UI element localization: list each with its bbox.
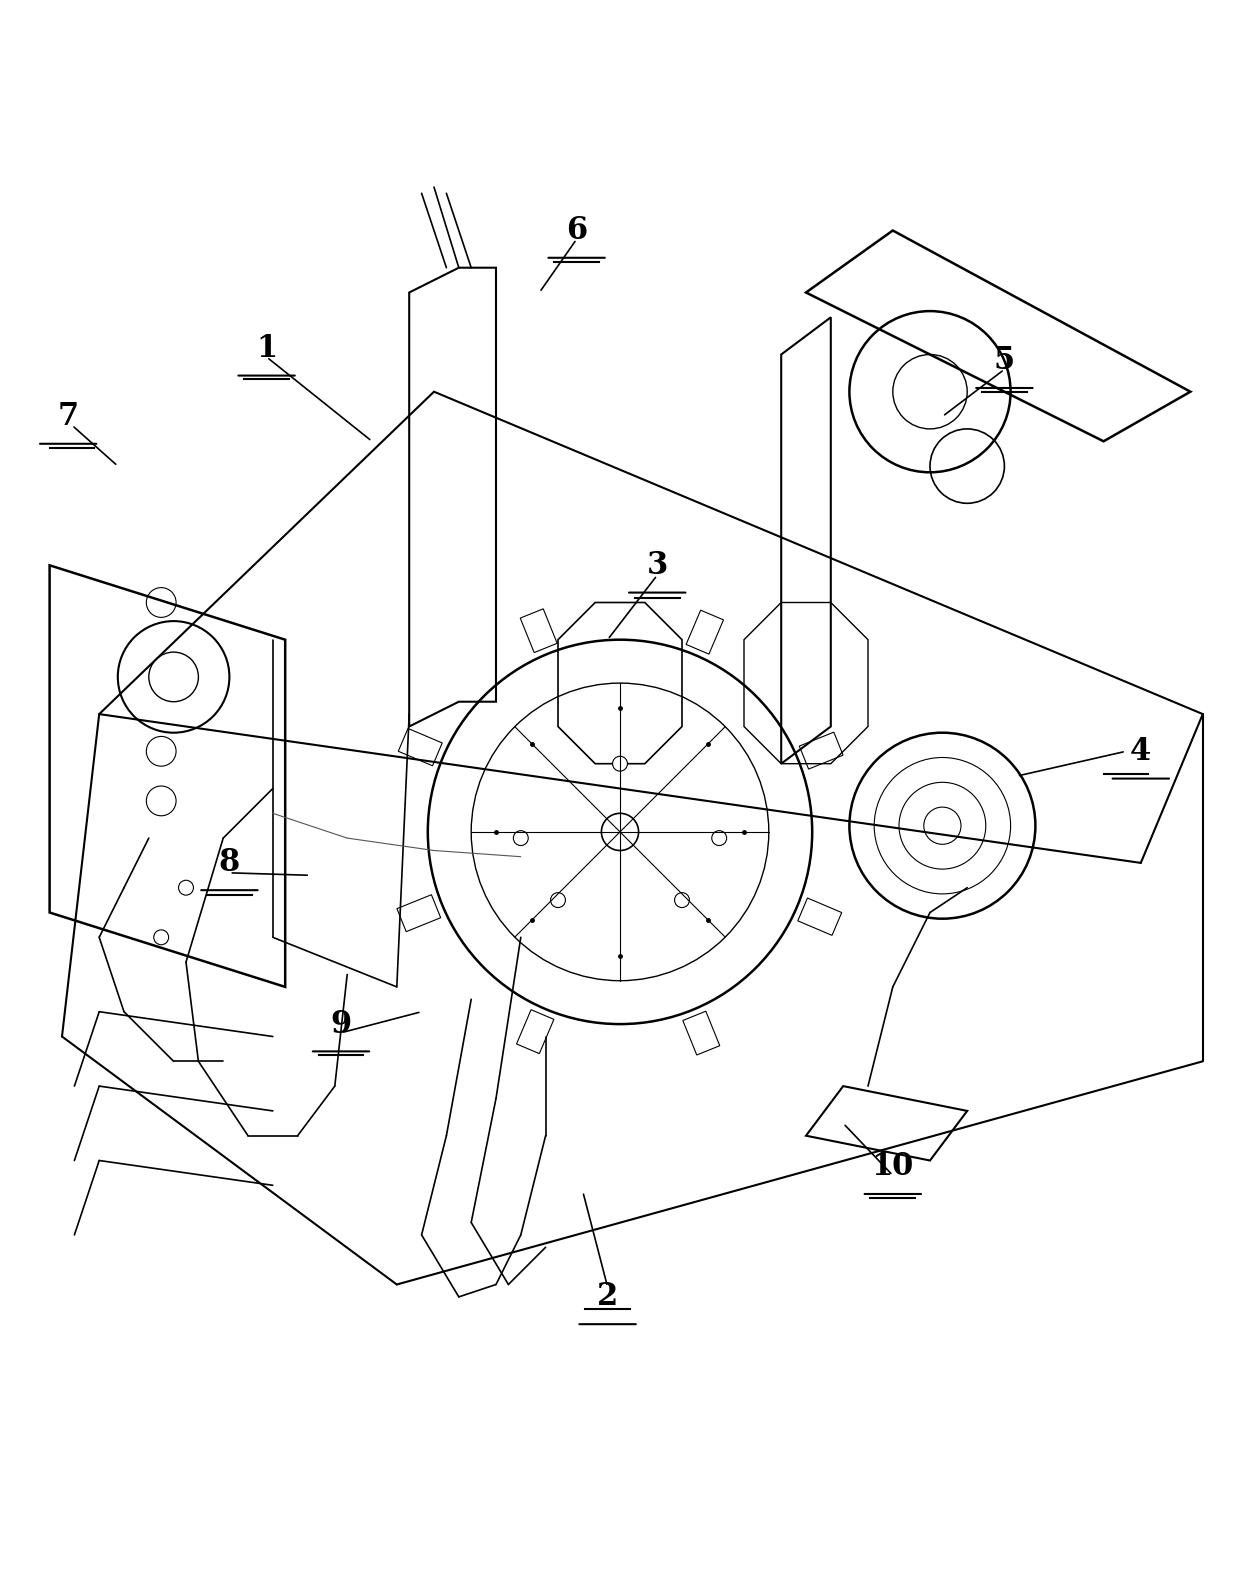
Text: 9: 9	[330, 1009, 352, 1039]
Bar	[398, 729, 443, 766]
Bar	[800, 732, 843, 770]
Circle shape	[551, 893, 565, 907]
Circle shape	[613, 757, 627, 771]
Circle shape	[179, 880, 193, 896]
Circle shape	[675, 893, 689, 907]
Text: 6: 6	[565, 214, 588, 246]
Circle shape	[154, 930, 169, 945]
Bar	[683, 1011, 719, 1055]
Text: 7: 7	[57, 401, 79, 432]
Text: 5: 5	[993, 345, 1016, 377]
Text: 1: 1	[255, 333, 278, 364]
Circle shape	[513, 831, 528, 845]
Circle shape	[712, 831, 727, 845]
Text: 10: 10	[872, 1151, 914, 1183]
Text: 8: 8	[218, 847, 241, 878]
Bar	[517, 1009, 554, 1053]
Bar	[797, 897, 842, 935]
Text: 4: 4	[1130, 736, 1152, 766]
Bar	[521, 609, 557, 653]
Text: 3: 3	[646, 550, 668, 580]
Text: 2: 2	[596, 1282, 619, 1312]
Bar	[397, 894, 440, 932]
Bar	[686, 610, 723, 654]
Circle shape	[601, 814, 639, 850]
